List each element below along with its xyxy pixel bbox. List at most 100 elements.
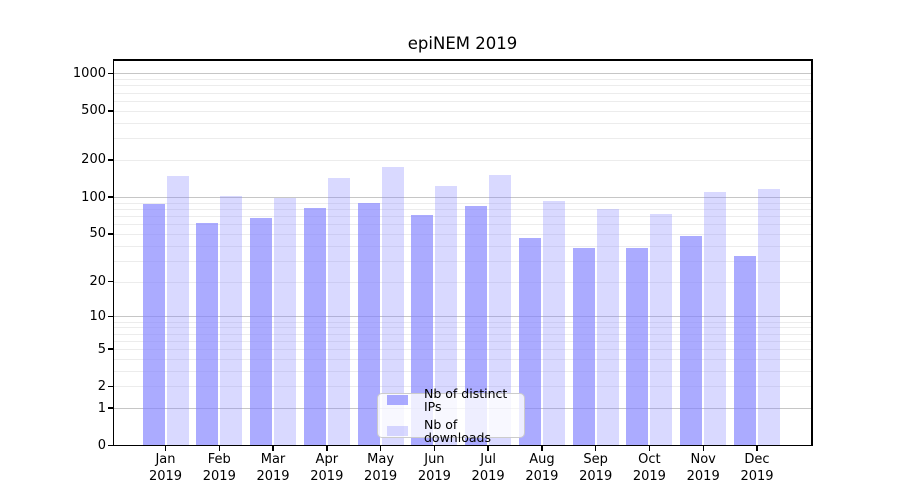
x-axis-tick <box>594 446 597 451</box>
chart-title: epiNEM 2019 <box>407 34 518 53</box>
gridline-major <box>114 73 811 75</box>
x-axis-tick <box>379 446 382 451</box>
legend-swatch-downloads <box>387 426 408 436</box>
gridline-major <box>114 197 811 198</box>
gridline-minor <box>114 327 811 329</box>
left-spine <box>112 59 114 446</box>
bar-distinct-ips-feb <box>196 223 219 446</box>
x-axis-tick-label-may: May 2019 <box>364 452 398 484</box>
x-axis-tick <box>648 446 651 451</box>
legend-label-distinct-ips: Nb of distinct IPs <box>424 386 508 414</box>
legend-row-distinct-ips: Nb of distinct IPs <box>387 387 515 413</box>
x-axis-tick-label-jun: Jun 2019 <box>417 452 451 484</box>
gridline-major <box>114 316 811 318</box>
y-axis-tick-label: 0 <box>97 438 106 453</box>
bar-distinct-ips-may <box>357 203 380 446</box>
y-axis-tick-label: 100 <box>81 189 106 205</box>
gridline-minor <box>114 349 811 350</box>
gridline-minor <box>114 138 811 140</box>
bar-distinct-ips-jun <box>411 215 434 446</box>
gridline-minor <box>114 224 811 226</box>
gridline-minor <box>114 159 811 161</box>
right-spine <box>811 59 813 446</box>
bar-downloads-sep <box>596 208 619 446</box>
x-axis-tick-label-mar: Mar 2019 <box>256 452 290 484</box>
x-axis-tick-label-dec: Dec 2019 <box>740 452 774 484</box>
x-axis-tick <box>433 446 436 451</box>
x-axis-tick-label-aug: Aug 2019 <box>525 452 559 484</box>
legend-row-downloads: Nb of downloads <box>387 418 515 444</box>
y-axis-tick-label: 1 <box>97 400 106 416</box>
gridline-minor <box>114 100 811 102</box>
bottom-spine <box>112 444 813 446</box>
bar-distinct-ips-jul <box>465 206 488 446</box>
bar-downloads-dec <box>758 189 780 446</box>
bar-distinct-ips-mar <box>250 217 272 446</box>
y-axis-tick-label: 500 <box>81 103 106 119</box>
y-axis-tick-label: 1000 <box>72 65 106 81</box>
x-axis-tick <box>164 446 167 451</box>
bar-downloads-jul <box>489 174 512 446</box>
gridline-minor <box>114 215 811 217</box>
x-axis-tick-label-jan: Jan 2019 <box>148 452 183 484</box>
x-axis-tick-label-sep: Sep 2019 <box>579 452 613 484</box>
bar-distinct-ips-jan <box>142 204 165 446</box>
bar-downloads-jun <box>435 185 458 446</box>
legend: Nb of distinct IPs Nb of downloads <box>377 387 525 444</box>
y-axis-tick <box>108 407 113 409</box>
top-spine <box>112 59 813 61</box>
legend-swatch-distinct-ips <box>387 395 408 405</box>
gridline-minor <box>114 245 811 247</box>
x-axis-tick-label-jul: Jul 2019 <box>471 452 505 484</box>
bar-downloads-may <box>381 167 404 446</box>
bar-distinct-ips-nov <box>680 235 703 446</box>
x-axis-tick <box>541 446 543 451</box>
gridline-minor <box>114 85 811 87</box>
y-axis-tick-label: 20 <box>89 274 106 289</box>
y-axis-tick <box>108 280 113 283</box>
y-axis-tick <box>108 348 113 350</box>
gridline-minor <box>114 92 811 94</box>
bar-distinct-ips-apr <box>303 207 326 446</box>
x-axis-tick-label-feb: Feb 2019 <box>202 452 236 484</box>
y-axis-tick <box>108 315 113 318</box>
x-axis-tick <box>218 446 220 451</box>
y-axis-tick <box>108 385 113 388</box>
bar-distinct-ips-aug <box>518 238 541 446</box>
gridline-minor <box>114 370 811 372</box>
bar-distinct-ips-sep <box>572 248 595 446</box>
gridline-minor <box>114 281 811 283</box>
bar-downloads-feb <box>220 195 243 446</box>
gridline-minor <box>114 340 811 342</box>
y-axis-tick <box>108 196 113 198</box>
legend-label-downloads: Nb of downloads <box>424 417 491 445</box>
x-axis-tick-label-apr: Apr 2019 <box>310 452 344 484</box>
bar-distinct-ips-oct <box>626 248 649 446</box>
y-axis-tick <box>108 233 113 235</box>
y-axis-tick <box>108 444 113 447</box>
y-axis-tick-label: 2 <box>97 378 106 394</box>
y-axis-tick <box>108 110 113 112</box>
y-axis-tick <box>108 72 113 75</box>
gridline-minor <box>114 386 811 388</box>
bar-downloads-mar <box>274 197 296 446</box>
x-axis-tick-label-oct: Oct 2019 <box>632 452 666 484</box>
gridline-minor <box>114 260 811 262</box>
gridline-minor <box>114 122 811 124</box>
gridline-minor <box>114 79 811 81</box>
bar-downloads-aug <box>542 201 565 446</box>
y-axis-tick-label: 10 <box>89 308 106 324</box>
gridline-minor <box>114 233 811 235</box>
y-axis-tick-label: 50 <box>89 226 106 242</box>
x-axis-tick <box>487 446 489 451</box>
x-axis-tick <box>326 446 328 451</box>
y-axis-tick-label: 5 <box>97 341 106 357</box>
x-axis-tick <box>272 446 274 451</box>
gridline-minor <box>114 208 811 210</box>
bar-downloads-oct <box>650 214 673 446</box>
bar-downloads-apr <box>327 178 350 446</box>
gridline-minor <box>114 110 811 112</box>
gridline-minor <box>114 333 811 335</box>
x-axis-tick-label-nov: Nov 2019 <box>686 452 720 484</box>
